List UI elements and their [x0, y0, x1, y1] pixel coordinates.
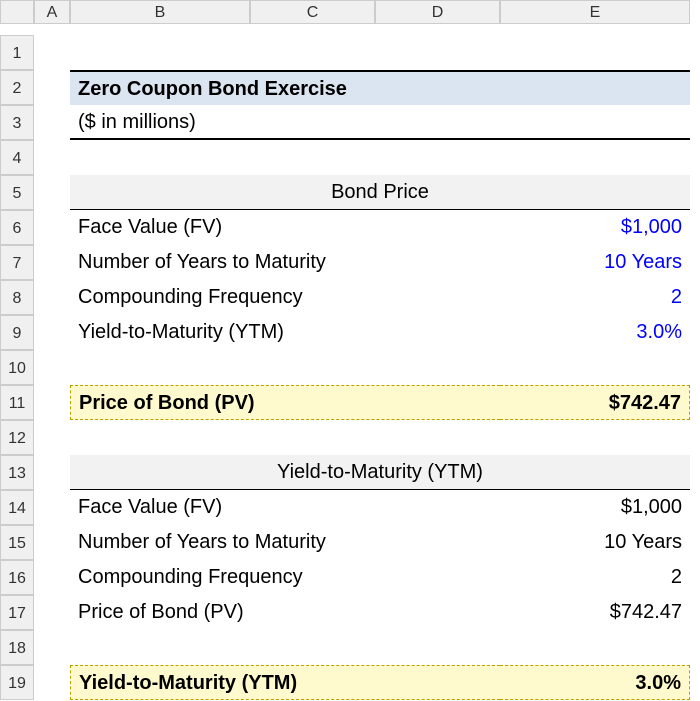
cell-A2[interactable] [34, 70, 70, 105]
s2-item3-value[interactable]: $742.47 [500, 595, 690, 630]
row-header-5[interactable]: 5 [0, 175, 34, 210]
col-header-E[interactable]: E [500, 0, 690, 24]
s2-item0-label[interactable]: Face Value (FV) [70, 490, 500, 525]
cell-A14[interactable] [34, 490, 70, 525]
row-header-8[interactable]: 8 [0, 280, 34, 315]
row-header-18[interactable]: 18 [0, 630, 34, 665]
s1-result-value[interactable]: $742.47 [500, 385, 690, 420]
cell-A12[interactable] [34, 420, 70, 455]
s2-result-label[interactable]: Yield-to-Maturity (YTM) [70, 665, 500, 700]
row-header-14[interactable]: 14 [0, 490, 34, 525]
cell-B18[interactable] [70, 630, 690, 665]
cell-D1[interactable] [375, 35, 500, 70]
row-header-6[interactable]: 6 [0, 210, 34, 245]
row-header-11[interactable]: 11 [0, 385, 34, 420]
cell-B12[interactable] [70, 420, 690, 455]
cell-A8[interactable] [34, 280, 70, 315]
cell-B10[interactable] [70, 350, 690, 385]
row-header-19[interactable]: 19 [0, 665, 34, 700]
s2-item1-label[interactable]: Number of Years to Maturity [70, 525, 500, 560]
cell-A19[interactable] [34, 665, 70, 700]
cell-C1[interactable] [250, 35, 375, 70]
s1-item1-label[interactable]: Number of Years to Maturity [70, 245, 500, 280]
s1-item0-label[interactable]: Face Value (FV) [70, 210, 500, 245]
row-header-13[interactable]: 13 [0, 455, 34, 490]
row-header-2[interactable]: 2 [0, 70, 34, 105]
cell-E1[interactable] [500, 35, 690, 70]
corner-cell [0, 0, 34, 24]
s2-item0-value[interactable]: $1,000 [500, 490, 690, 525]
row-header-16[interactable]: 16 [0, 560, 34, 595]
s1-item3-label[interactable]: Yield-to-Maturity (YTM) [70, 315, 500, 350]
row-header-9[interactable]: 9 [0, 315, 34, 350]
row-header-17[interactable]: 17 [0, 595, 34, 630]
row-header-1[interactable]: 1 [0, 35, 34, 70]
cell-A3[interactable] [34, 105, 70, 140]
cell-B1[interactable] [70, 35, 250, 70]
spreadsheet: A B C D E 1 2 Zero Coupon Bond Exercise … [0, 0, 700, 700]
col-header-C[interactable]: C [250, 0, 375, 24]
row-header-12[interactable]: 12 [0, 420, 34, 455]
cell-A11[interactable] [34, 385, 70, 420]
s2-item3-label[interactable]: Price of Bond (PV) [70, 595, 500, 630]
cell-A10[interactable] [34, 350, 70, 385]
s1-item2-label[interactable]: Compounding Frequency [70, 280, 500, 315]
title-cell[interactable]: Zero Coupon Bond Exercise [70, 70, 690, 105]
s1-item3-value[interactable]: 3.0% [500, 315, 690, 350]
cell-B4[interactable] [70, 140, 690, 175]
s2-item2-label[interactable]: Compounding Frequency [70, 560, 500, 595]
subtitle-cell[interactable]: ($ in millions) [70, 105, 690, 140]
row-header-4[interactable]: 4 [0, 140, 34, 175]
row-header-3[interactable]: 3 [0, 105, 34, 140]
s2-item1-value[interactable]: 10 Years [500, 525, 690, 560]
cell-A6[interactable] [34, 210, 70, 245]
cell-A9[interactable] [34, 315, 70, 350]
cell-A16[interactable] [34, 560, 70, 595]
col-header-A[interactable]: A [34, 0, 70, 24]
section2-header[interactable]: Yield-to-Maturity (YTM) [70, 455, 690, 490]
cell-A5[interactable] [34, 175, 70, 210]
col-header-B[interactable]: B [70, 0, 250, 24]
section1-header[interactable]: Bond Price [70, 175, 690, 210]
cell-A1[interactable] [34, 35, 70, 70]
s1-result-label[interactable]: Price of Bond (PV) [70, 385, 500, 420]
cell-A7[interactable] [34, 245, 70, 280]
cell-A4[interactable] [34, 140, 70, 175]
cell-A18[interactable] [34, 630, 70, 665]
cell-A13[interactable] [34, 455, 70, 490]
s1-item0-value[interactable]: $1,000 [500, 210, 690, 245]
s1-item2-value[interactable]: 2 [500, 280, 690, 315]
s2-result-value[interactable]: 3.0% [500, 665, 690, 700]
row-header-7[interactable]: 7 [0, 245, 34, 280]
s1-item1-value[interactable]: 10 Years [500, 245, 690, 280]
row-header-15[interactable]: 15 [0, 525, 34, 560]
row-header-10[interactable]: 10 [0, 350, 34, 385]
s2-item2-value[interactable]: 2 [500, 560, 690, 595]
cell-A15[interactable] [34, 525, 70, 560]
col-header-D[interactable]: D [375, 0, 500, 24]
cell-A17[interactable] [34, 595, 70, 630]
